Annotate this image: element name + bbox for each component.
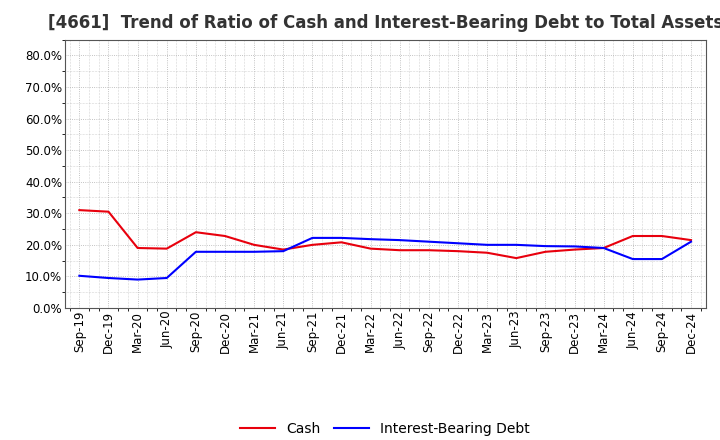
- Interest-Bearing Debt: [512, 242, 521, 247]
- Interest-Bearing Debt: [657, 257, 666, 262]
- Cash: [541, 249, 550, 254]
- Cash: [395, 248, 404, 253]
- Cash: [250, 242, 258, 247]
- Interest-Bearing Debt: [75, 273, 84, 279]
- Interest-Bearing Debt: [279, 249, 287, 254]
- Interest-Bearing Debt: [483, 242, 492, 247]
- Interest-Bearing Debt: [337, 235, 346, 241]
- Cash: [570, 247, 579, 252]
- Cash: [337, 240, 346, 245]
- Interest-Bearing Debt: [366, 237, 375, 242]
- Cash: [163, 246, 171, 251]
- Interest-Bearing Debt: [629, 257, 637, 262]
- Cash: [687, 238, 696, 243]
- Line: Cash: Cash: [79, 210, 691, 258]
- Cash: [599, 246, 608, 251]
- Interest-Bearing Debt: [163, 275, 171, 281]
- Interest-Bearing Debt: [395, 238, 404, 243]
- Cash: [512, 256, 521, 261]
- Cash: [454, 249, 462, 254]
- Cash: [192, 230, 200, 235]
- Interest-Bearing Debt: [687, 239, 696, 244]
- Cash: [308, 242, 317, 247]
- Cash: [279, 247, 287, 252]
- Interest-Bearing Debt: [192, 249, 200, 254]
- Line: Interest-Bearing Debt: Interest-Bearing Debt: [79, 238, 691, 279]
- Interest-Bearing Debt: [570, 244, 579, 249]
- Interest-Bearing Debt: [133, 277, 142, 282]
- Cash: [366, 246, 375, 251]
- Interest-Bearing Debt: [599, 246, 608, 251]
- Interest-Bearing Debt: [425, 239, 433, 244]
- Interest-Bearing Debt: [104, 275, 113, 281]
- Interest-Bearing Debt: [250, 249, 258, 254]
- Cash: [104, 209, 113, 214]
- Interest-Bearing Debt: [308, 235, 317, 241]
- Cash: [133, 246, 142, 251]
- Cash: [629, 233, 637, 238]
- Cash: [220, 233, 229, 238]
- Cash: [425, 248, 433, 253]
- Interest-Bearing Debt: [454, 241, 462, 246]
- Title: [4661]  Trend of Ratio of Cash and Interest-Bearing Debt to Total Assets: [4661] Trend of Ratio of Cash and Intere…: [48, 15, 720, 33]
- Interest-Bearing Debt: [541, 243, 550, 249]
- Interest-Bearing Debt: [220, 249, 229, 254]
- Cash: [483, 250, 492, 255]
- Legend: Cash, Interest-Bearing Debt: Cash, Interest-Bearing Debt: [235, 417, 536, 440]
- Cash: [75, 208, 84, 213]
- Cash: [657, 233, 666, 238]
